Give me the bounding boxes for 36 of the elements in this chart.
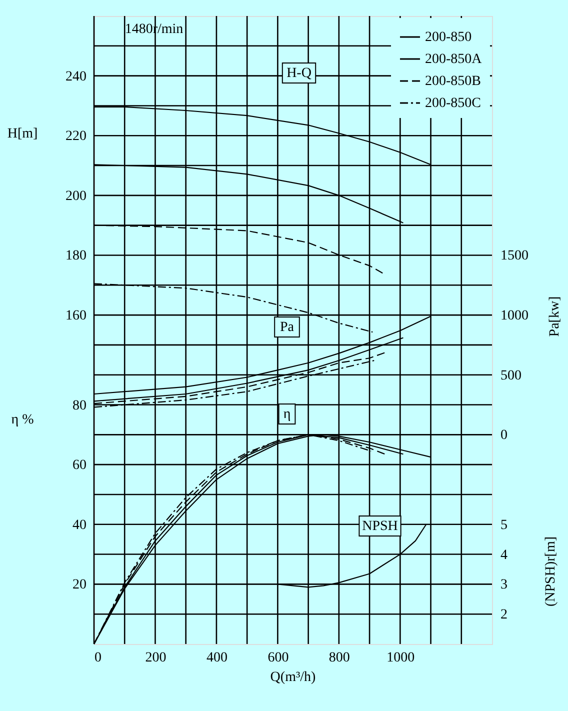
- y2-tick-label: 1500: [500, 248, 528, 264]
- y2-tick-label: 0: [500, 428, 508, 444]
- annotation: η: [283, 407, 291, 422]
- y3-tick-label: 60: [72, 458, 86, 474]
- y-axis-title: (NPSH)r[m]: [544, 536, 558, 606]
- y-tick-label: 200: [66, 188, 86, 204]
- y-tick-label: 4: [500, 548, 508, 563]
- y-tick-label: 160: [66, 308, 86, 324]
- x-tick-label: 800: [328, 650, 350, 666]
- x-tick-label: 600: [268, 650, 289, 666]
- x-tick-label: 1000: [386, 650, 415, 666]
- y3-tick-label: 40: [72, 518, 86, 533]
- legend-label: 200-850A: [425, 52, 483, 67]
- x-tick-label: 400: [206, 650, 228, 666]
- y2-tick-label: 1000: [500, 308, 528, 324]
- annotation: NPSH: [362, 519, 398, 534]
- y3-tick-label: 20: [72, 578, 86, 593]
- annotation: Pa: [280, 320, 295, 335]
- y2-axis-title: Pa[kw]: [548, 296, 562, 337]
- y-axis-title: H[m]: [7, 126, 38, 142]
- y3-tick-label: 80: [72, 398, 86, 414]
- y3-axis-title: η %: [11, 412, 34, 428]
- y-tick-label: 220: [66, 129, 86, 144]
- annotation: H-Q: [286, 66, 312, 81]
- x-axis-title: Q(m³/h): [270, 670, 316, 685]
- y-tick-label: 3: [500, 578, 508, 593]
- y2-tick-label: 500: [500, 368, 522, 384]
- y-tick-label: 2: [500, 608, 508, 623]
- y-tick-label: 5: [500, 518, 508, 533]
- legend-label: 200-850B: [425, 74, 481, 89]
- legend-label: 200-850: [425, 30, 472, 45]
- legend-label: 200-850C: [425, 96, 481, 111]
- y-tick-label: 240: [66, 69, 86, 84]
- x-tick-label: 0: [94, 650, 102, 666]
- x-tick-label: 200: [145, 650, 166, 666]
- y-tick-label: 180: [66, 248, 86, 264]
